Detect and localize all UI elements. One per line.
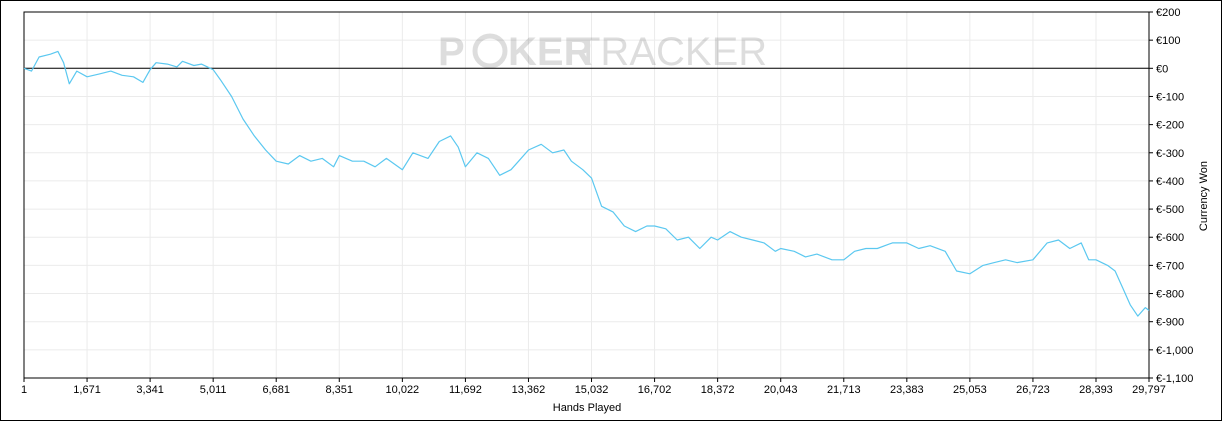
y-tick-label: €-700	[1156, 260, 1184, 272]
y-tick-label: €-300	[1156, 148, 1184, 160]
x-tick-label: 13,362	[512, 384, 546, 396]
y-tick-label: €-1,100	[1156, 373, 1193, 385]
y-tick-label: €-1,000	[1156, 345, 1193, 357]
x-tick-label: 18,372	[701, 384, 735, 396]
x-tick-label: 6,681	[262, 384, 290, 396]
watermark-text-right: TRACKER	[576, 30, 767, 74]
y-tick-label: €-500	[1156, 204, 1184, 216]
series-lines	[23, 50, 1150, 317]
x-tick-label: 29,797	[1132, 384, 1166, 396]
watermark-text-left: P	[438, 30, 465, 74]
y-tick-label: €0	[1156, 63, 1168, 75]
x-tick-label: 28,393	[1079, 384, 1113, 396]
x-axis-title: Hands Played	[553, 402, 622, 414]
y-tick-label: €-800	[1156, 289, 1184, 301]
y-tick-label: €-100	[1156, 91, 1184, 103]
x-tick-label: 11,692	[449, 384, 482, 396]
y-tick-label: €-900	[1156, 317, 1184, 329]
x-tick-label: 8,351	[326, 384, 354, 396]
x-tick-label: 1,671	[73, 384, 101, 396]
watermark-text-mid: KER	[508, 30, 593, 74]
y-tick-label: €-600	[1156, 232, 1184, 244]
x-tick-label: 26,723	[1016, 384, 1050, 396]
series-line	[23, 50, 1150, 317]
x-tick-label: 10,022	[386, 384, 420, 396]
y-tick-label: €100	[1156, 35, 1180, 47]
pokertracker-watermark: P KER TRACKER	[438, 30, 767, 74]
y-tick-label: €-400	[1156, 176, 1184, 188]
y-tick-label: €-200	[1156, 120, 1184, 132]
x-tick-label: 16,702	[638, 384, 672, 396]
y-tick-label: €200	[1156, 7, 1180, 19]
x-tick-label: 20,043	[764, 384, 798, 396]
x-tick-label: 21,713	[827, 384, 861, 396]
x-tick-label: 23,383	[890, 384, 924, 396]
watermark-chip-icon	[472, 33, 508, 69]
y-axis-ticks: €200 €100 €0 €-100 €-200 €-300 €-400 €-500 €-600…	[1149, 7, 1193, 385]
x-tick-label: 1	[21, 384, 27, 396]
plot-area	[23, 11, 1150, 379]
x-tick-label: 15,032	[575, 384, 609, 396]
x-axis-ticks: 1 1,671 3,341 5,011 6,681 8,351 10,022 11,692 13…	[21, 378, 1166, 396]
y-axis-title: Currency Won	[1198, 161, 1210, 231]
x-tick-label: 3,341	[136, 384, 164, 396]
x-tick-label: 5,011	[200, 384, 227, 396]
x-tick-label: 25,053	[953, 384, 987, 396]
